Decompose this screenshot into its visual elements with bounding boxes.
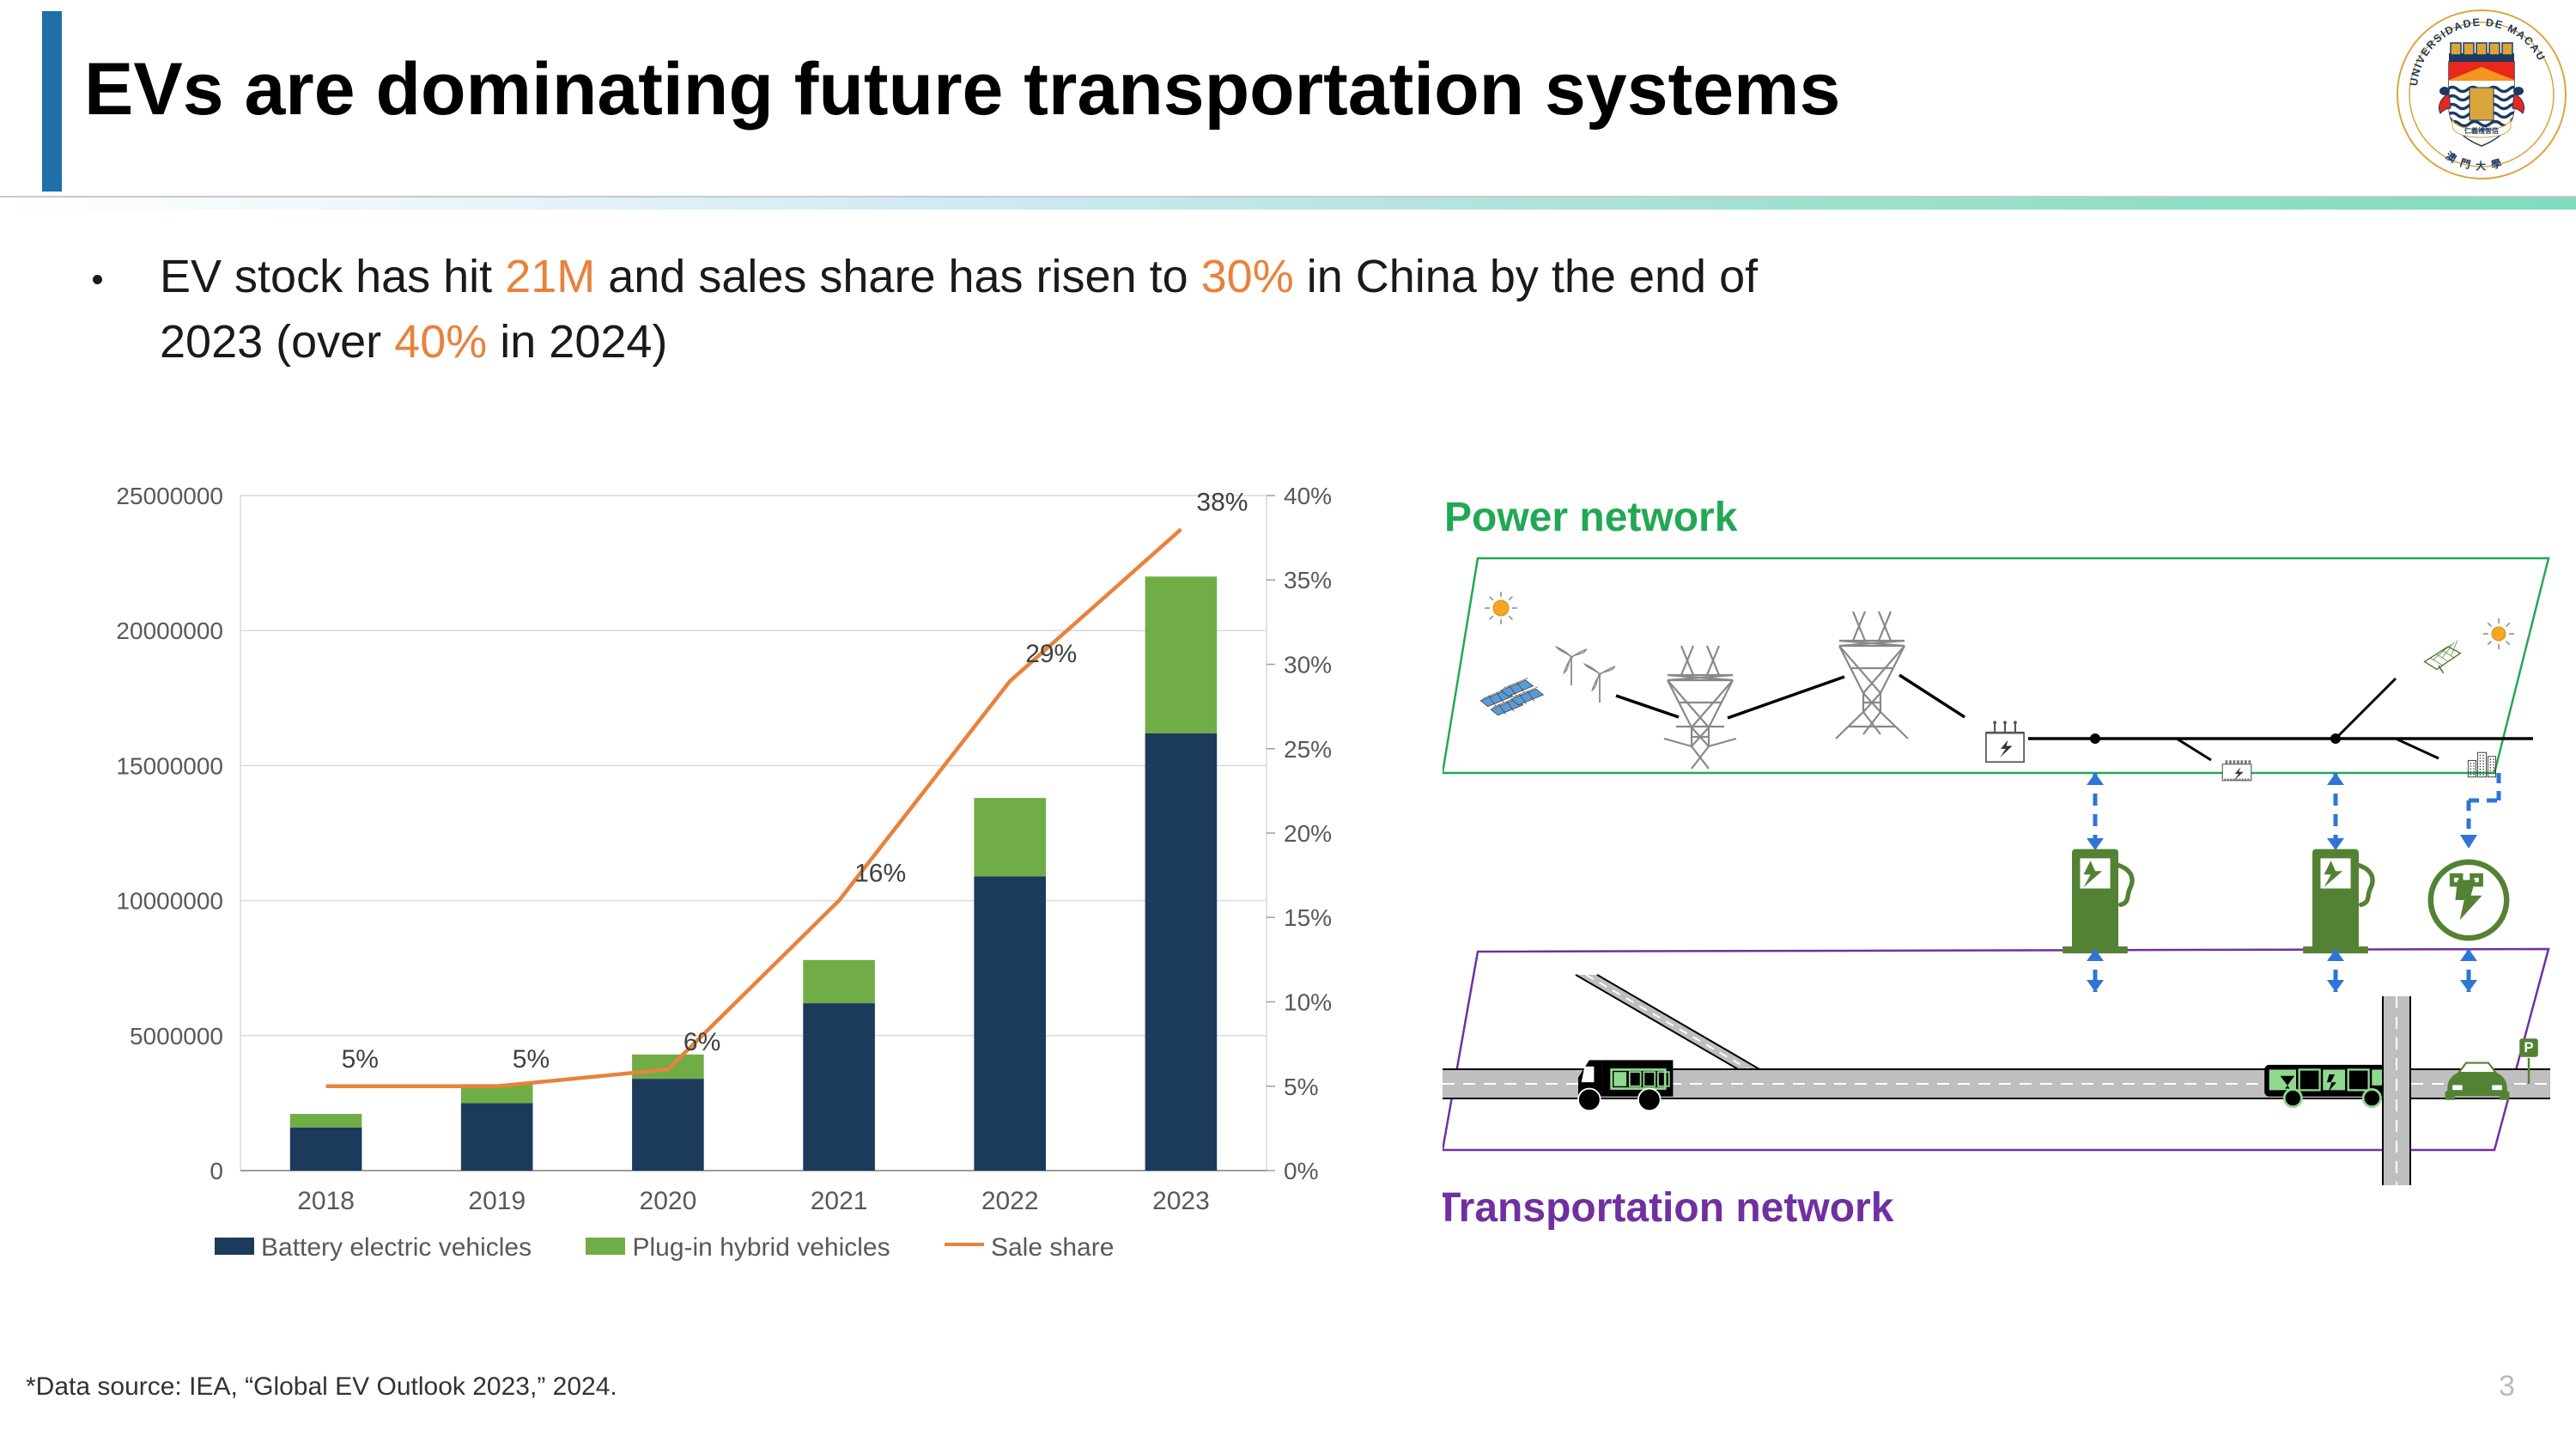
svg-text:5%: 5% [342,1045,379,1074]
svg-text:30%: 30% [1284,652,1332,678]
svg-text:0: 0 [210,1158,223,1184]
svg-text:6%: 6% [683,1028,720,1056]
svg-text:38%: 38% [1196,488,1248,516]
svg-text:10000000: 10000000 [116,888,223,915]
svg-text:2019: 2019 [468,1187,526,1215]
svg-text:15%: 15% [1284,904,1332,931]
svg-text:Power network: Power network [1444,495,1738,540]
svg-text:16%: 16% [854,860,906,888]
svg-text:25%: 25% [1284,736,1332,763]
svg-text:29%: 29% [1025,640,1077,668]
svg-text:仁義禮智信: 仁義禮智信 [2464,126,2499,135]
svg-text:2022: 2022 [981,1187,1039,1215]
svg-text:5000000: 5000000 [130,1023,223,1049]
svg-text:40%: 40% [1284,483,1332,509]
svg-text:P: P [2524,1039,2533,1056]
svg-text:10%: 10% [1284,989,1332,1016]
svg-text:2018: 2018 [297,1187,355,1215]
svg-text:15000000: 15000000 [116,752,223,779]
svg-text:35%: 35% [1284,567,1332,593]
svg-text:2023: 2023 [1152,1187,1210,1215]
svg-text:2021: 2021 [811,1187,868,1215]
svg-text:5%: 5% [513,1045,550,1074]
svg-text:5%: 5% [1284,1074,1318,1100]
svg-text:2020: 2020 [640,1187,697,1215]
svg-text:Transportation network: Transportation network [1443,1185,1894,1231]
svg-text:25000000: 25000000 [116,483,223,509]
svg-text:20%: 20% [1284,820,1332,847]
svg-text:20000000: 20000000 [116,618,223,644]
svg-text:0%: 0% [1284,1158,1318,1184]
